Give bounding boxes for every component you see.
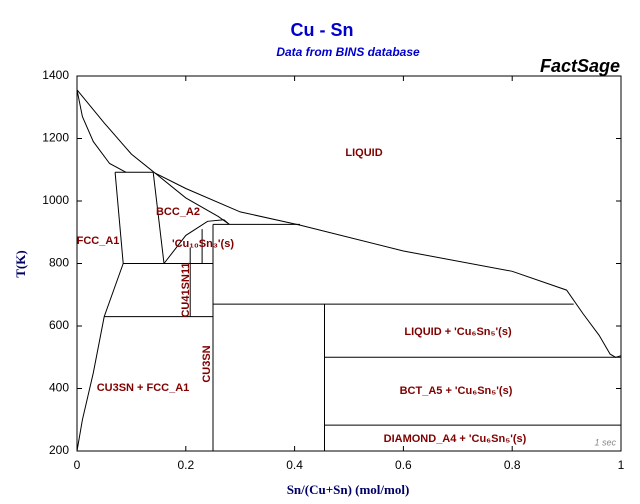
y-tick-label: 600 (49, 318, 69, 332)
region-label: DIAMOND_A4 + 'Cu₆Sn₅'(s) (384, 433, 527, 445)
region-label: LIQUID + 'Cu₆Sn₅'(s) (404, 326, 512, 338)
phase-boundary (76, 89, 622, 358)
y-tick-label: 1000 (42, 193, 69, 207)
region-label: CU3SN + FCC_A1 (97, 382, 190, 394)
chart-subtitle: Data from BINS database (276, 45, 420, 59)
phase-boundary (154, 172, 230, 225)
region-label: 'Cu₁₀Sn₃'(s) (172, 238, 234, 250)
region-label: LIQUID (345, 147, 382, 159)
phase-boundary (76, 263, 124, 452)
phase-boundary (152, 172, 165, 264)
x-axis-label: Sn/(Cu+Sn) (mol/mol) (287, 482, 410, 497)
chart-title: Cu - Sn (291, 20, 354, 40)
region-label: FCC_A1 (77, 235, 120, 247)
region-label: CU41SN11 (180, 262, 192, 317)
y-tick-label: 200 (49, 443, 69, 457)
x-tick-label: 0.6 (395, 458, 412, 472)
footnote: 1 sec (594, 437, 616, 447)
y-tick-label: 1200 (42, 131, 69, 145)
y-tick-label: 1400 (42, 68, 69, 82)
x-tick-label: 0 (74, 458, 81, 472)
x-tick-label: 1 (618, 458, 625, 472)
y-tick-label: 800 (49, 256, 69, 270)
y-axis-label: T(K) (13, 250, 28, 277)
brand: FactSage (540, 56, 620, 76)
region-label: BCT_A5 + 'Cu₆Sn₅'(s) (400, 385, 513, 397)
phase-boundary (76, 89, 127, 173)
y-tick-label: 400 (49, 381, 69, 395)
region-label: CU3SN (201, 345, 213, 382)
phase-boundary (114, 172, 124, 264)
x-tick-label: 0.2 (177, 458, 194, 472)
x-tick-label: 0.8 (504, 458, 521, 472)
x-tick-label: 0.4 (286, 458, 303, 472)
region-label: BCC_A2 (156, 206, 200, 218)
